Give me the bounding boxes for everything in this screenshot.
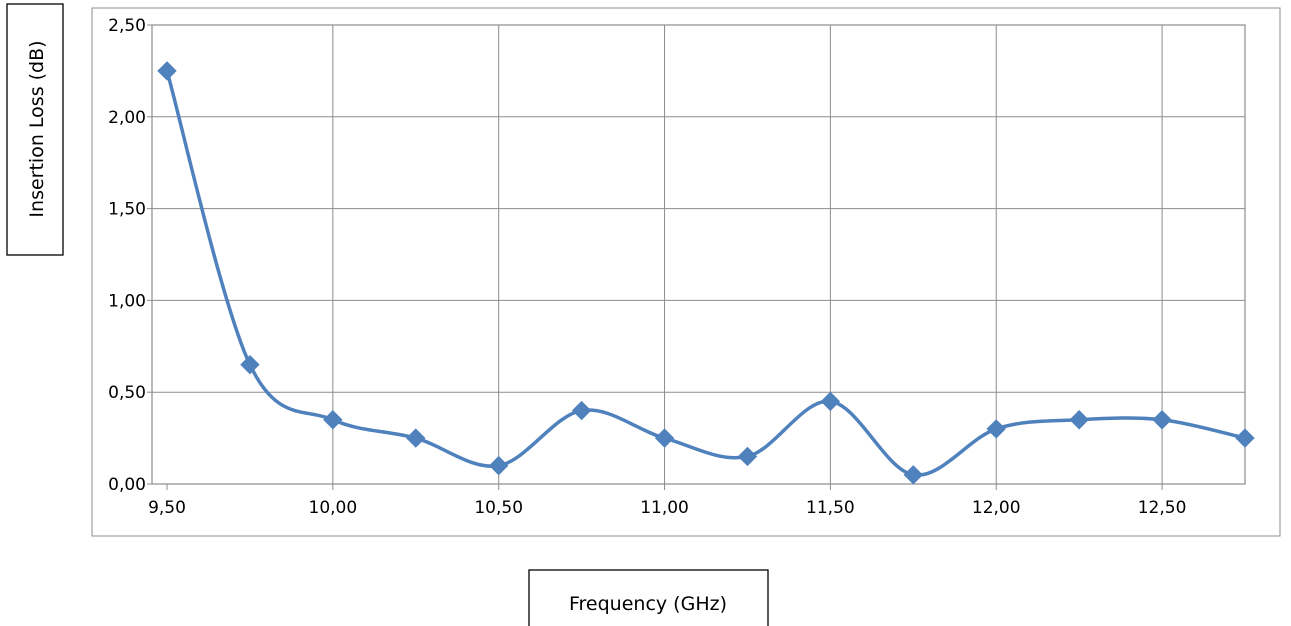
tick-labels: 0,00 0,50 1,00 1,50 2,00 2,50 9,50 10,00 10,50 11…	[108, 16, 1186, 518]
x-tick-label: 10,50	[474, 498, 523, 518]
y-axis-title: Insertion Loss (dB)	[26, 40, 48, 217]
data-point-marker	[1235, 428, 1255, 448]
x-tick-label: 11,50	[806, 498, 855, 518]
data-point-marker	[986, 419, 1006, 439]
data-point-marker	[654, 428, 675, 448]
x-axis-title: Frequency (GHz)	[569, 593, 727, 615]
data-point-marker	[820, 391, 841, 412]
y-tick-label: 1,00	[108, 291, 146, 311]
x-axis-title-box: Frequency (GHz)	[528, 569, 769, 626]
y-tick-label: 2,50	[108, 16, 146, 36]
data-point-marker	[903, 465, 924, 485]
y-tick-label: 0,50	[108, 383, 146, 403]
data-point-marker	[1152, 410, 1172, 430]
x-tick-label: 12,00	[972, 498, 1021, 518]
y-tick-label: 1,50	[108, 200, 146, 220]
x-tick-label: 9,50	[148, 498, 186, 518]
plot-area-border	[151, 24, 1246, 485]
data-point-marker	[240, 354, 260, 375]
data-point-marker	[323, 410, 343, 430]
x-tick-label: 11,00	[640, 498, 689, 518]
data-point-marker	[406, 428, 426, 448]
y-axis-title-box: Insertion Loss (dB)	[6, 3, 64, 256]
y-tick-label: 2,00	[108, 108, 146, 128]
data-point-marker	[1069, 410, 1089, 430]
data-point-marker	[488, 455, 509, 476]
chart-area-border	[91, 7, 1281, 537]
x-tick-label: 10,00	[309, 498, 358, 518]
data-point-marker	[157, 61, 177, 81]
y-tick-label: 0,00	[108, 475, 146, 495]
series-line	[165, 69, 1247, 477]
series-layer	[157, 61, 1255, 485]
data-point-marker	[737, 446, 758, 467]
x-tick-label: 12,50	[1138, 498, 1187, 518]
data-point-marker	[571, 400, 592, 421]
